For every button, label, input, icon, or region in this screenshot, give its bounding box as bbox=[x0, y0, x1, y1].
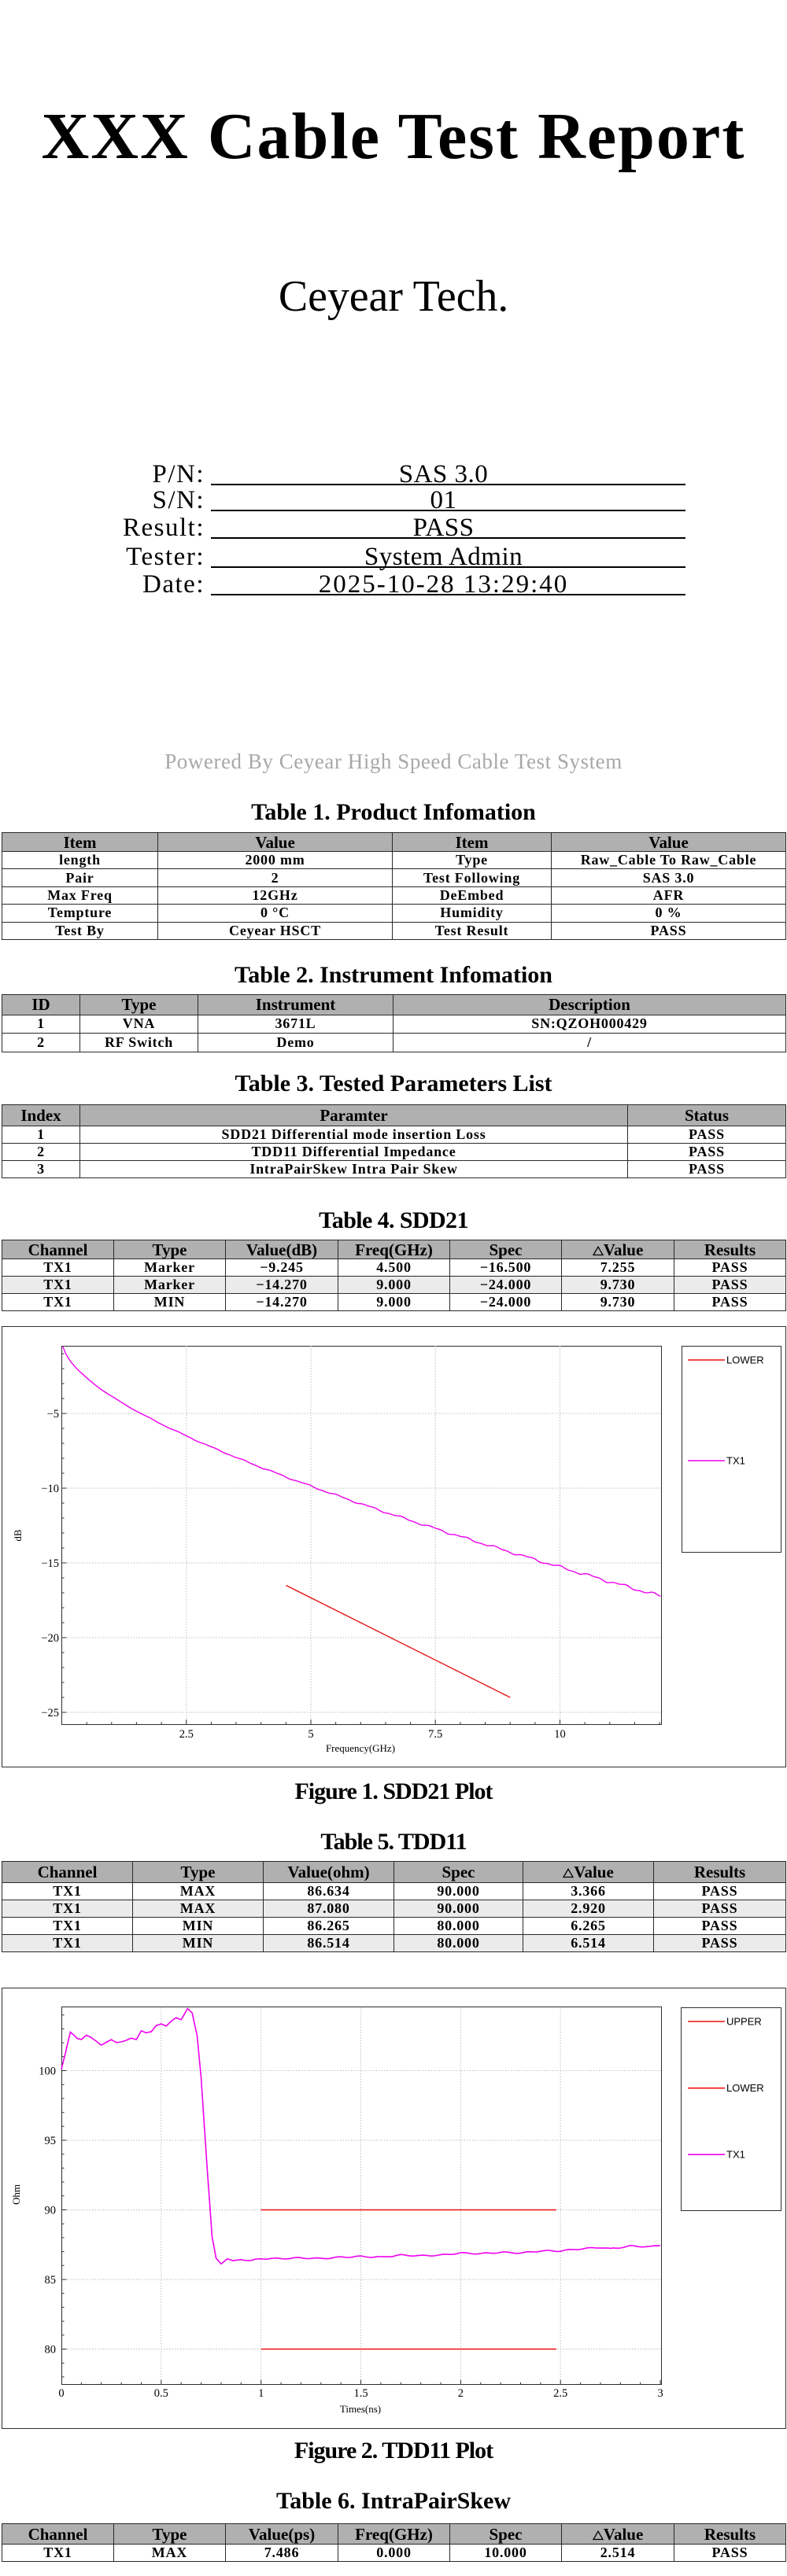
svg-text:Frequency(GHz): Frequency(GHz) bbox=[326, 1742, 395, 1754]
svg-text:2: 2 bbox=[458, 2387, 464, 2400]
svg-text:−25: −25 bbox=[41, 1707, 59, 1719]
svg-text:−15: −15 bbox=[41, 1557, 59, 1570]
svg-text:0.5: 0.5 bbox=[154, 2387, 168, 2400]
svg-text:LOWER: LOWER bbox=[726, 1354, 764, 1366]
svg-text:1: 1 bbox=[258, 2387, 264, 2400]
svg-text:95: 95 bbox=[45, 2135, 57, 2147]
svg-text:7.5: 7.5 bbox=[428, 1728, 442, 1741]
svg-text:10: 10 bbox=[554, 1728, 566, 1741]
svg-text:TX1: TX1 bbox=[726, 1455, 745, 1467]
svg-text:0: 0 bbox=[58, 2387, 64, 2400]
svg-text:−20: −20 bbox=[41, 1632, 59, 1645]
svg-text:5: 5 bbox=[308, 1728, 313, 1741]
svg-text:LOWER: LOWER bbox=[726, 2082, 764, 2094]
svg-text:100: 100 bbox=[39, 2066, 56, 2078]
svg-text:dB: dB bbox=[12, 1529, 24, 1542]
svg-text:80: 80 bbox=[45, 2344, 57, 2357]
svg-text:Times(ns): Times(ns) bbox=[340, 2403, 381, 2415]
svg-text:85: 85 bbox=[45, 2274, 57, 2287]
svg-text:2.5: 2.5 bbox=[553, 2387, 567, 2400]
svg-text:UPPER: UPPER bbox=[726, 2016, 762, 2028]
svg-text:−5: −5 bbox=[47, 1408, 59, 1421]
svg-text:Ohm: Ohm bbox=[10, 2184, 22, 2205]
svg-text:−10: −10 bbox=[41, 1483, 59, 1495]
svg-text:2.5: 2.5 bbox=[179, 1728, 194, 1741]
svg-text:90: 90 bbox=[45, 2205, 57, 2217]
svg-text:TX1: TX1 bbox=[726, 2149, 745, 2161]
svg-text:3: 3 bbox=[657, 2387, 663, 2400]
svg-text:1.5: 1.5 bbox=[353, 2387, 368, 2400]
